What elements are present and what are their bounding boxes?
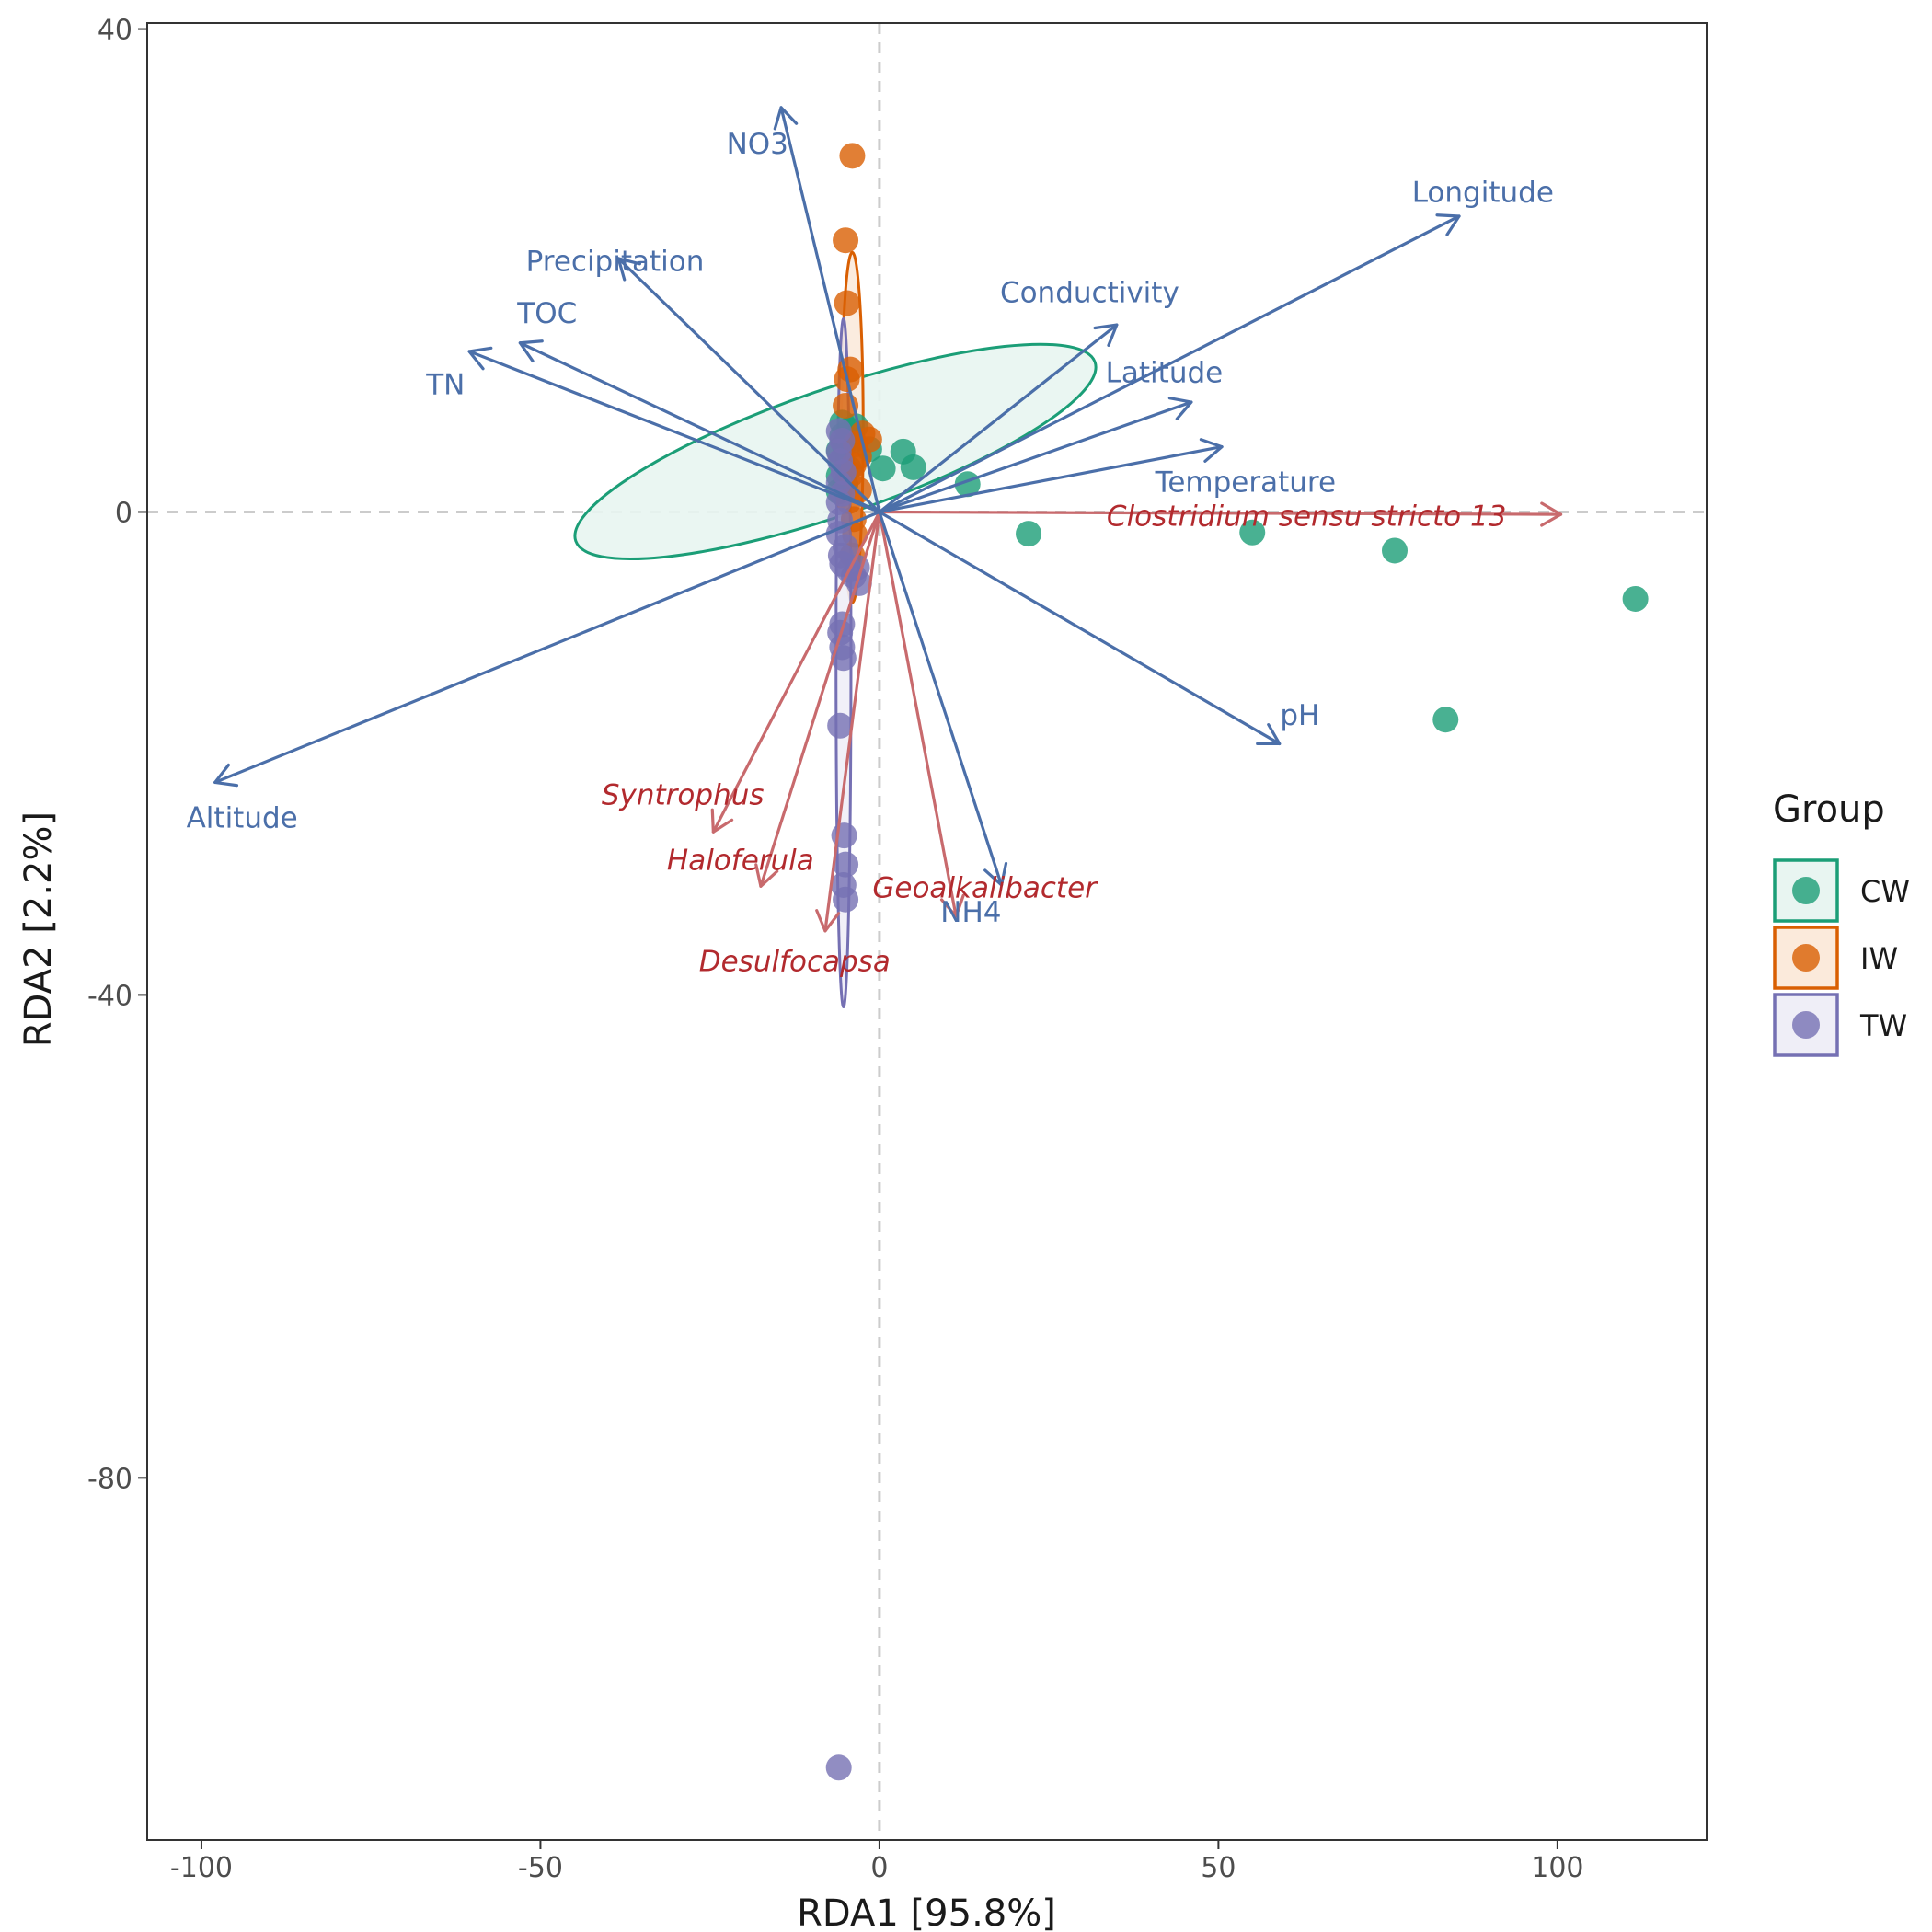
env-arrow-temperature-head [1199,438,1224,463]
taxa-arrow-haloferula-head [754,863,779,888]
point-iw-0 [839,143,866,169]
legend-label-tw: TW [1859,1008,1907,1043]
env-arrow-temperature-shaft [878,445,1224,514]
taxa-arrow-geoalkalibacter-head [939,893,965,918]
env-arrow-conductivity-head [1093,323,1119,347]
vector-arrows [213,106,1563,933]
env-arrow-precipitation-head [616,257,642,282]
point-cw-7 [890,438,916,465]
env-arrow-toc-head [518,339,544,363]
taxa-arrow-clostridium-sensu-stricto-13-shaft [878,510,1563,516]
point-tw-5 [827,712,854,739]
point-cw-0 [1622,585,1649,612]
env-label-nh4: NH4 [940,896,1001,929]
x-axis: -100 -50 0 50 100 [170,1840,1584,1884]
taxa-arrow-clostridium-sensu-stricto-13-head [1540,501,1563,527]
env-arrow-longitude-head [1435,213,1461,236]
env-arrow-altitude-head [213,763,239,788]
env-arrow-precipitation-shaft [616,257,881,514]
x-tick-label-3: 50 [1201,1852,1236,1884]
point-cw-4 [1016,521,1042,547]
env-arrow-latitude-shaft [878,400,1193,514]
legend-marker-iw [1792,944,1820,972]
legend: Group CW IW TW [1773,788,1910,1057]
sample-points [825,143,1649,1781]
taxa-label-clostridium-sensu-stricto-13: Clostridium sensu stricto 13 [1107,500,1507,533]
env-label-tn: TN [425,368,465,401]
point-cw-8 [869,455,896,482]
x-tick-label-2: 0 [870,1852,888,1884]
legend-label-cw: CW [1860,874,1910,909]
point-tw-26 [825,418,852,444]
y-axis-title: RDA2 [2.2%] [17,811,60,1047]
env-label-toc: TOC [516,297,577,330]
env-arrow-tn-shaft [467,350,881,514]
env-arrow-no3-shaft [779,106,881,514]
x-tick-label-0: -100 [170,1852,233,1884]
env-arrow-altitude-shaft [213,510,881,785]
point-tw-9 [829,611,856,638]
legend-marker-tw [1792,1011,1820,1039]
point-iw-2 [834,290,860,316]
taxa-arrow-syntrophus-shaft [711,510,881,834]
point-cw-3 [1239,519,1266,546]
env-arrow-nh4-head [983,861,1008,887]
point-cw-1 [1432,707,1459,733]
env-arrow-conductivity-shaft [878,323,1119,514]
env-arrow-ph-head [1256,723,1282,746]
taxa-label-haloferula: Haloferula [667,844,814,877]
env-arrow-ph-shaft [878,510,1282,746]
taxa-label-syntrophus: Syntrophus [602,779,765,812]
legend-marker-cw [1792,877,1820,904]
taxa-label-desulfocapsa: Desulfocapsa [699,946,891,979]
env-label-no3: NO3 [727,128,788,161]
env-label-temperature: Temperature [1155,466,1336,500]
env-arrow-no3-head [773,106,799,131]
y-tick-label-1: 0 [115,497,132,529]
plot-panel-background [147,23,1707,1840]
taxa-label-geoalkalibacter: Geoalkalibacter [872,872,1098,905]
env-label-conductivity: Conductivity [1000,277,1179,310]
env-arrow-nh4-shaft [878,510,1004,887]
legend-key-cw [1773,858,1839,923]
env-arrow-toc-shaft [518,341,881,514]
x-tick-label-4: 100 [1531,1852,1583,1884]
y-tick-label-3: -80 [87,1463,132,1495]
y-tick-label-0: 40 [98,15,132,47]
legend-title: Group [1773,788,1885,831]
point-iw-1 [833,227,859,254]
point-tw-0 [825,1754,852,1781]
y-tick-label-2: -40 [87,980,132,1012]
env-label-altitude: Altitude [187,801,298,834]
plot-panel-border [146,22,1708,1841]
x-tick-label-1: -50 [518,1852,563,1884]
env-arrow-latitude-head [1167,397,1193,420]
taxa-arrow-geoalkalibacter-shaft [878,510,958,918]
env-arrow-longitude-shaft [878,214,1461,514]
point-tw-2 [830,871,857,898]
x-axis-title: RDA1 [95.8%] [797,1892,1056,1932]
point-cw-2 [1382,537,1408,564]
env-label-latitude: Latitude [1106,356,1224,389]
legend-key-iw [1773,926,1839,990]
vector-labels: NO3 Longitude Precipitation Conductivity TOC… [187,128,1554,978]
env-label-precipitation: Precipitation [526,246,705,279]
env-arrow-tn-head [467,346,493,371]
taxa-arrow-syntrophus-head [710,808,734,834]
y-axis: 40 0 -40 -80 [87,15,147,1495]
env-label-ph: pH [1280,699,1319,732]
legend-label-iw: IW [1860,941,1898,976]
taxa-arrow-desulfocapsa-head [815,909,841,933]
taxa-arrow-desulfocapsa-shaft [823,510,881,933]
env-label-longitude: Longitude [1412,177,1554,210]
taxa-arrow-haloferula-shaft [759,510,881,888]
point-tw-3 [833,851,859,878]
